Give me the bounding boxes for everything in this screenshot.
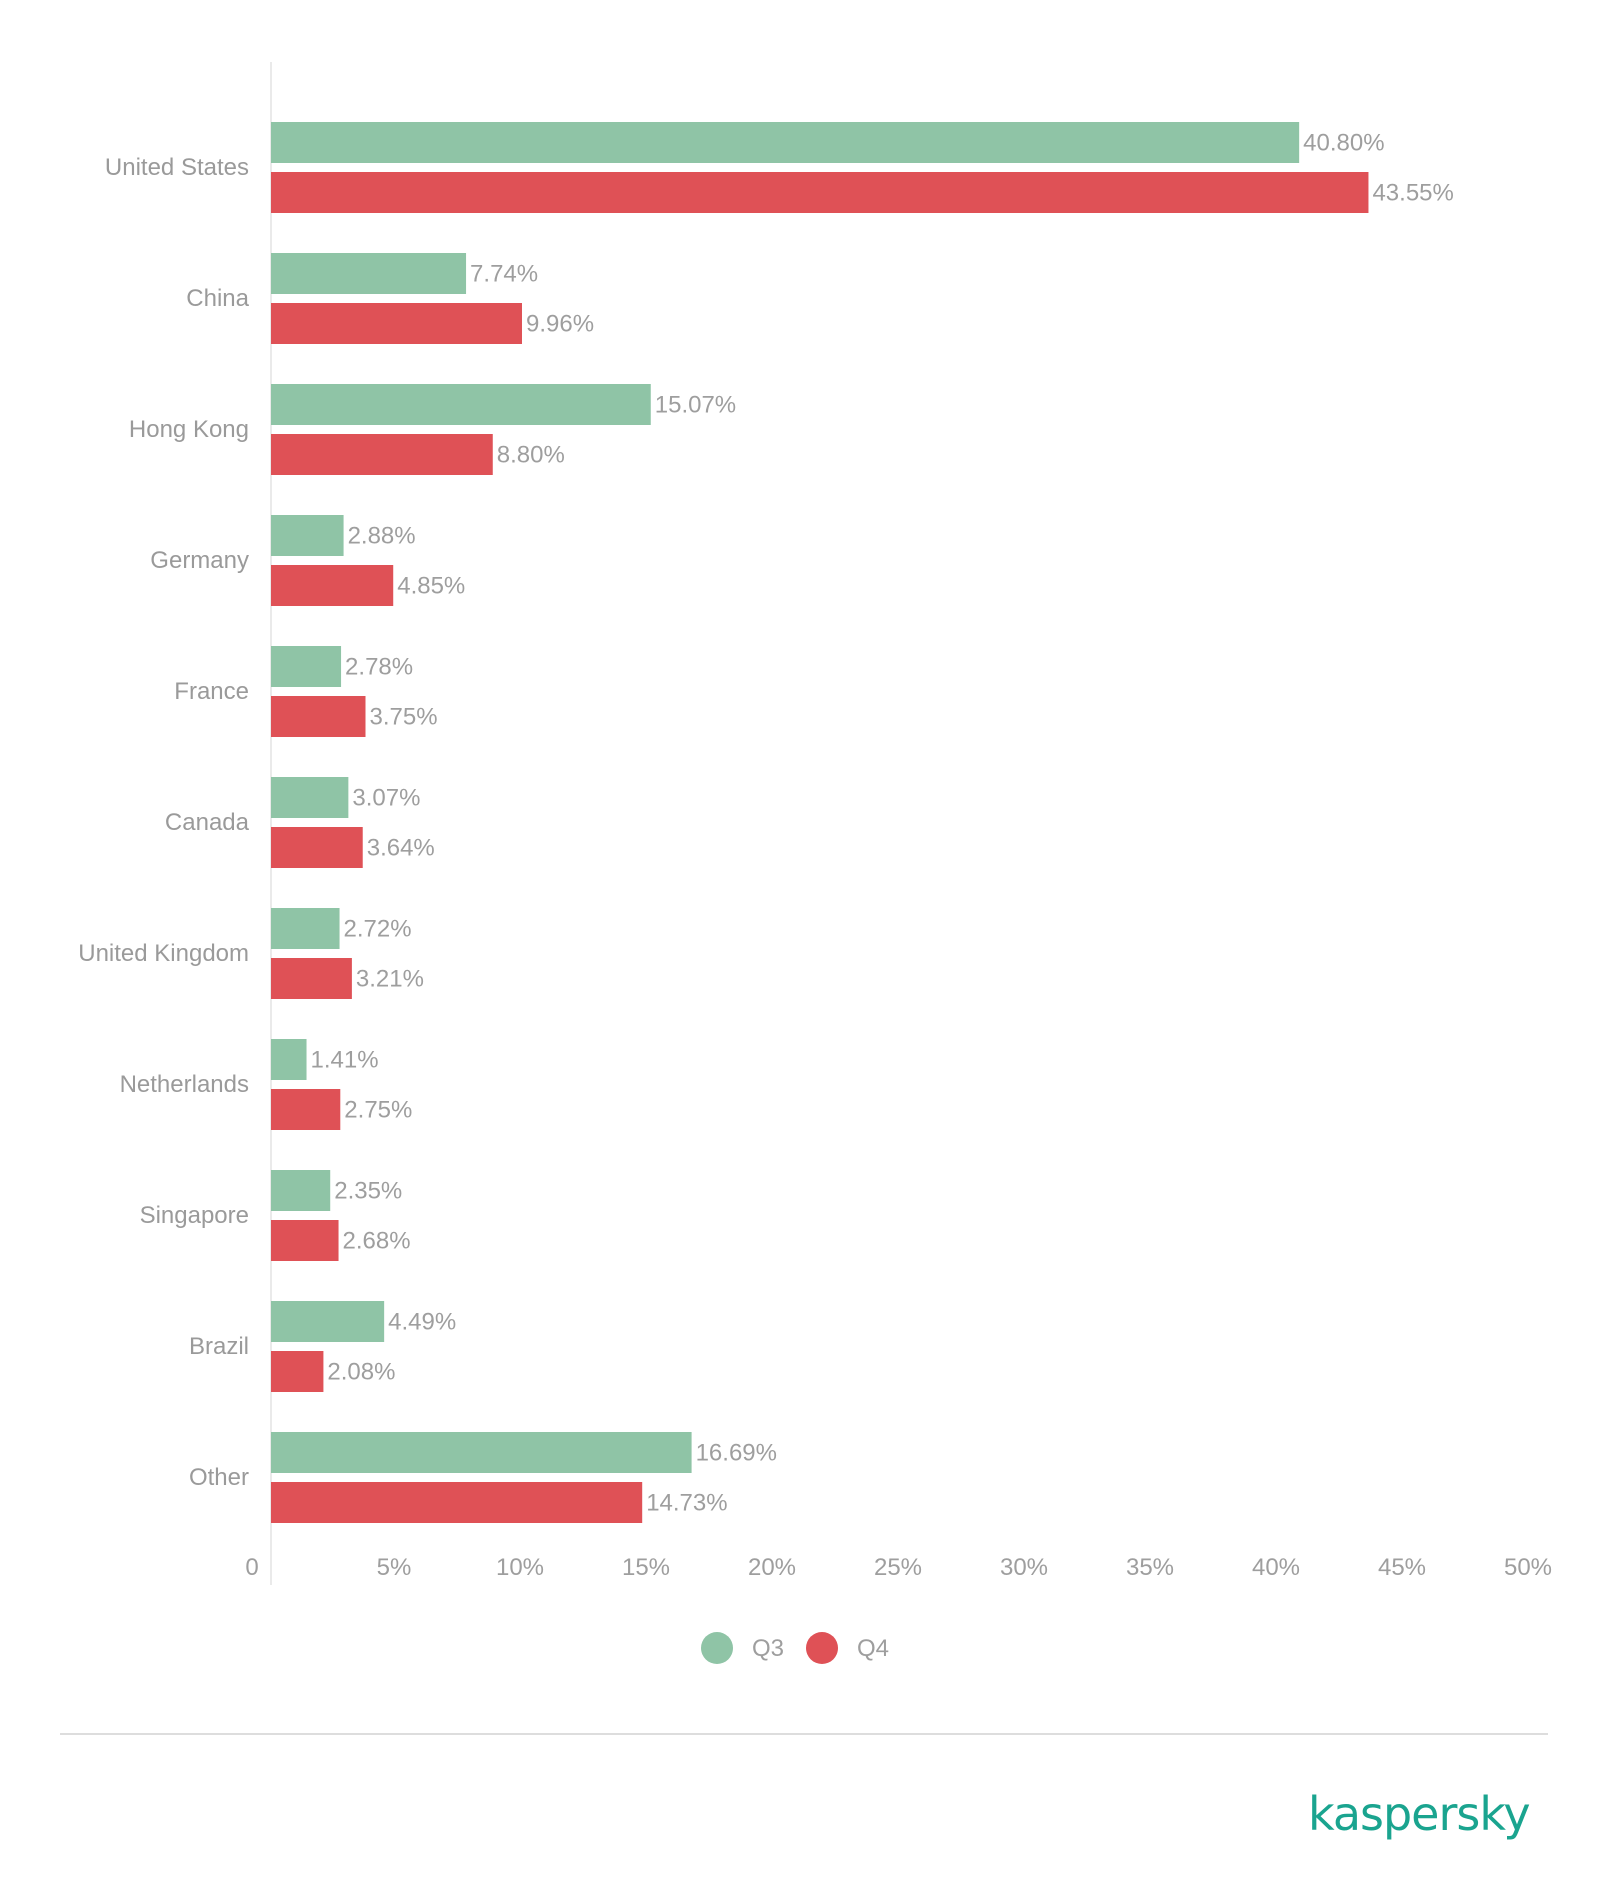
value-label: 2.75% xyxy=(344,1097,412,1124)
bar-q3 xyxy=(271,515,344,556)
bar-q3 xyxy=(271,253,467,294)
x-tick-label: 5% xyxy=(377,1554,412,1581)
bar-q4 xyxy=(271,958,352,999)
category-label: France xyxy=(174,678,249,705)
category-label: Germany xyxy=(150,547,249,574)
category-label: Hong Kong xyxy=(129,416,249,443)
value-label: 43.55% xyxy=(1372,180,1453,207)
bar-q3 xyxy=(271,1432,692,1473)
bar-q3 xyxy=(271,646,342,687)
bar-q3 xyxy=(271,384,651,425)
legend-swatch-q3 xyxy=(701,1632,733,1664)
value-label: 40.80% xyxy=(1303,130,1384,157)
x-tick-label: 30% xyxy=(1000,1554,1048,1581)
bar-q4 xyxy=(271,1220,339,1261)
bar-q4 xyxy=(271,1089,341,1130)
legend-label-q3: Q3 xyxy=(752,1635,784,1662)
x-tick-label: 45% xyxy=(1378,1554,1426,1581)
category-label: Other xyxy=(189,1464,249,1491)
bar-q4 xyxy=(271,1482,643,1523)
x-tick-label: 50% xyxy=(1504,1554,1552,1581)
value-label: 2.68% xyxy=(343,1228,411,1255)
category-label: United Kingdom xyxy=(78,940,249,967)
legend-label-q4: Q4 xyxy=(857,1635,889,1662)
value-label: 4.49% xyxy=(388,1309,456,1336)
bar-chart: United States 40.80% 43.55% China 7.74% 9.96%… xyxy=(78,62,1552,1664)
legend-swatch-q4 xyxy=(806,1632,838,1664)
x-tick-label: 25% xyxy=(874,1554,922,1581)
value-label: 16.69% xyxy=(696,1440,777,1467)
value-label: 2.88% xyxy=(348,523,416,550)
x-tick-label: 40% xyxy=(1252,1554,1300,1581)
bar-q3 xyxy=(271,1301,385,1342)
bar-q4 xyxy=(271,172,1369,213)
value-label: 2.78% xyxy=(345,654,413,681)
bar-q3 xyxy=(271,1170,331,1211)
value-label: 1.41% xyxy=(311,1047,379,1074)
bar-q4 xyxy=(271,565,394,606)
bar-q3 xyxy=(271,908,340,949)
value-label: 3.64% xyxy=(367,835,435,862)
bar-q3 xyxy=(271,1039,307,1080)
bar-q3 xyxy=(271,122,1300,163)
x-tick-label: 15% xyxy=(622,1554,670,1581)
x-tick-label: 10% xyxy=(496,1554,544,1581)
category-label: Canada xyxy=(165,809,250,836)
value-label: 3.07% xyxy=(352,785,420,812)
value-label: 2.08% xyxy=(327,1359,395,1386)
bar-q4 xyxy=(271,827,363,868)
bar-q3 xyxy=(271,777,349,818)
value-label: 2.35% xyxy=(334,1178,402,1205)
divider xyxy=(60,1733,1548,1735)
value-label: 8.80% xyxy=(497,442,565,469)
category-label: Singapore xyxy=(140,1202,249,1229)
value-label: 3.21% xyxy=(356,966,424,993)
category-label: China xyxy=(186,285,249,312)
value-label: 15.07% xyxy=(655,392,736,419)
value-label: 2.72% xyxy=(344,916,412,943)
bar-q4 xyxy=(271,434,493,475)
value-label: 14.73% xyxy=(646,1490,727,1517)
x-tick-label: 35% xyxy=(1126,1554,1174,1581)
category-label: United States xyxy=(105,154,249,181)
value-label: 3.75% xyxy=(370,704,438,731)
bar-q4 xyxy=(271,1351,324,1392)
kaspersky-logo: kaspersky xyxy=(1308,1787,1531,1841)
category-label: Netherlands xyxy=(120,1071,249,1098)
value-label: 9.96% xyxy=(526,311,594,338)
x-tick-label: 0 xyxy=(245,1554,258,1581)
category-label: Brazil xyxy=(189,1333,249,1360)
value-label: 7.74% xyxy=(470,261,538,288)
bar-q4 xyxy=(271,303,522,344)
x-tick-label: 20% xyxy=(748,1554,796,1581)
value-label: 4.85% xyxy=(397,573,465,600)
bar-q4 xyxy=(271,696,366,737)
